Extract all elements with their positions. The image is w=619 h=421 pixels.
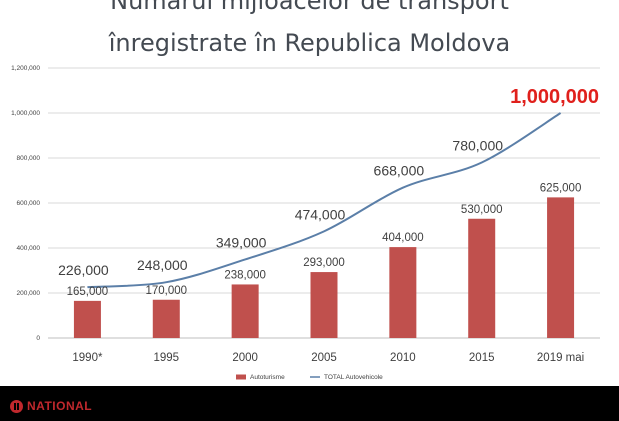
x-tick-label: 2010 [390, 352, 416, 364]
line-data-label: 1,000,000 [510, 86, 599, 108]
bar-data-label: 170,000 [145, 285, 187, 297]
bar [310, 272, 338, 338]
x-tick-label: 2019 mai [537, 352, 584, 364]
line-data-label: 226,000 [58, 262, 109, 278]
chart-title-line-1: Numărul mijloacelor de transport [110, 0, 509, 15]
x-tick-label: 1990* [72, 352, 103, 364]
bar-data-label: 293,000 [303, 257, 345, 269]
y-tick-label: 1,200,000 [11, 65, 40, 72]
chart: 0 200,000 400,000 600,000 800,000 1,000,000 1,… [11, 65, 600, 381]
line-data-label: 780,000 [452, 138, 503, 154]
bar-data-label: 404,000 [382, 232, 424, 244]
bar-data-label: 238,000 [224, 269, 266, 281]
logo-icon [10, 399, 23, 413]
y-tick-label: 1,000,000 [11, 110, 40, 117]
bar [231, 284, 259, 338]
bar-data-label: 625,000 [540, 182, 582, 194]
y-tick-label: 400,000 [17, 245, 41, 252]
x-tick-label: 2000 [232, 352, 258, 364]
logo-text: NATIONAL [27, 399, 93, 413]
bar [152, 299, 180, 338]
bar [547, 197, 575, 338]
bar-data-label: 165,000 [67, 286, 109, 298]
footer-bar: NATIONAL [0, 386, 619, 421]
y-tick-label: 600,000 [17, 200, 41, 207]
bar [389, 247, 417, 338]
y-tick-label: 0 [36, 335, 40, 342]
chart-title-line-2: înregistrate în Republica Moldova [108, 29, 511, 57]
x-tick-label: 1995 [153, 352, 179, 364]
line-data-label: 248,000 [137, 257, 188, 273]
x-tick-label: 2015 [469, 352, 495, 364]
bar [73, 300, 101, 338]
x-tick-label: 2005 [311, 352, 337, 364]
y-tick-label: 200,000 [17, 290, 41, 297]
total-series-line [87, 112, 562, 289]
bar-data-label: 530,000 [461, 204, 503, 216]
line-data-label: 668,000 [374, 163, 425, 179]
legend-label-bars: Autoturisme [250, 374, 285, 381]
legend-swatch-bars [236, 374, 246, 380]
bar [468, 218, 496, 338]
line-data-label: 349,000 [216, 234, 267, 250]
legend-label-line: TOTAL Autovehicole [324, 374, 383, 381]
y-tick-label: 800,000 [17, 155, 41, 162]
line-data-label: 474,000 [295, 206, 346, 222]
national-logo: NATIONAL [10, 399, 92, 413]
